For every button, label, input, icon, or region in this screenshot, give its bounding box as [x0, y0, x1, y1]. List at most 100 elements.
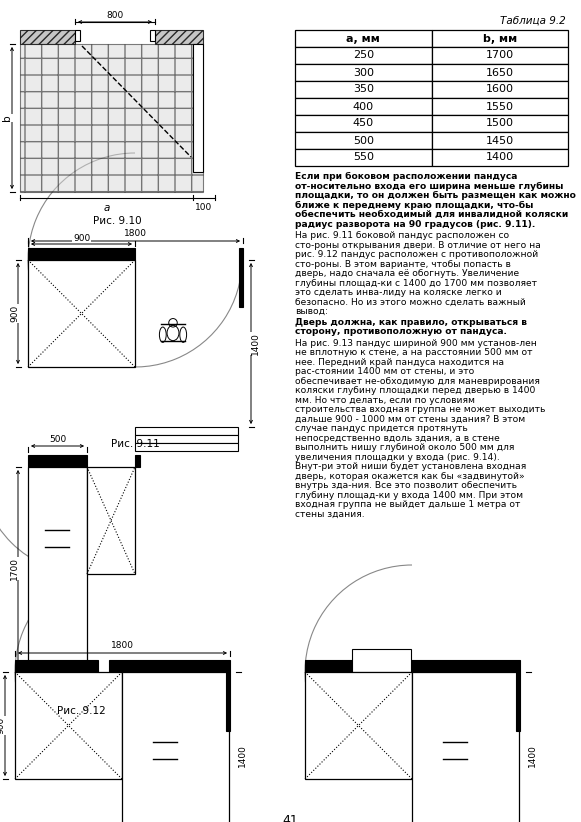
Text: входная группа не выйдет дальше 1 метра от: входная группа не выйдет дальше 1 метра … [295, 500, 521, 509]
Bar [135, 455, 140, 467]
Text: нее. Передний край пандуса находится на: нее. Передний край пандуса находится на [295, 358, 504, 367]
Bar [516, 672, 520, 731]
Text: дальше 900 - 1000 мм от стены здания? В этом: дальше 900 - 1000 мм от стены здания? В … [295, 414, 525, 423]
Bar [87, 467, 135, 574]
Bar [295, 98, 432, 115]
Text: увеличения площадки у входа (рис. 9.14).: увеличения площадки у входа (рис. 9.14). [295, 452, 500, 461]
Text: выполнить нишу глубиной около 500 мм для: выполнить нишу глубиной около 500 мм для [295, 443, 514, 452]
Text: 1800: 1800 [111, 641, 134, 650]
Text: На рис. 9.13 пандус шириной 900 мм установ-лен: На рис. 9.13 пандус шириной 900 мм устан… [295, 339, 537, 348]
Text: 1400: 1400 [528, 744, 536, 767]
Text: не вплотную к стене, а на расстоянии 500 мм от: не вплотную к стене, а на расстоянии 500… [295, 348, 533, 357]
Text: 1700: 1700 [9, 557, 19, 580]
Text: 41: 41 [282, 814, 298, 822]
Bar [135, 427, 238, 435]
Text: 550: 550 [353, 153, 374, 163]
Bar [432, 30, 568, 47]
Bar [432, 132, 568, 149]
Text: 1700: 1700 [486, 50, 514, 61]
Text: b: b [2, 115, 12, 122]
Text: строительства входная группа не может выходить: строительства входная группа не может вы… [295, 405, 546, 414]
Bar [28, 678, 87, 686]
Text: На рис. 9.11 боковой пандус расположен со: На рис. 9.11 боковой пандус расположен с… [295, 231, 509, 240]
Text: сторону, противоположную от пандуса.: сторону, противоположную от пандуса. [295, 327, 507, 336]
Text: 900: 900 [73, 234, 90, 243]
Bar [28, 248, 135, 260]
Text: глубины площад-ки с 1400 до 1700 мм позволяет: глубины площад-ки с 1400 до 1700 мм позв… [295, 279, 537, 288]
Text: 1400: 1400 [250, 332, 260, 355]
Text: Таблица 9.2: Таблица 9.2 [500, 16, 566, 26]
Text: 1650: 1650 [486, 67, 514, 77]
Bar [28, 670, 87, 678]
Bar [305, 660, 352, 672]
Bar [20, 30, 75, 44]
Text: 100: 100 [195, 203, 213, 212]
Text: площадки, то он должен быть размещен как можно: площадки, то он должен быть размещен как… [295, 191, 576, 200]
Bar [75, 30, 80, 41]
Text: коляски глубину площадки перед дверью в 1400: коляски глубину площадки перед дверью в … [295, 386, 535, 395]
Text: Внут-ри этой ниши будет установлена входная: Внут-ри этой ниши будет установлена вход… [295, 462, 526, 471]
Text: ближе к переднему краю площадки, что-бы: ближе к переднему краю площадки, что-бы [295, 201, 533, 210]
Text: дверь, надо сначала её обогнуть. Увеличение: дверь, надо сначала её обогнуть. Увеличе… [295, 269, 519, 278]
Text: глубину площад-ки у входа 1400 мм. При этом: глубину площад-ки у входа 1400 мм. При э… [295, 491, 523, 500]
Text: Рис. 9.10: Рис. 9.10 [93, 216, 142, 226]
Bar [305, 672, 412, 779]
Text: 900: 900 [0, 717, 5, 734]
Bar [20, 44, 203, 192]
Bar [295, 149, 432, 166]
Text: 900: 900 [10, 305, 20, 322]
Text: 1600: 1600 [486, 85, 514, 95]
Text: 500: 500 [49, 435, 66, 444]
Text: 1550: 1550 [486, 101, 514, 112]
Text: 350: 350 [353, 85, 374, 95]
Text: рас-стоянии 1400 мм от стены, и это: рас-стоянии 1400 мм от стены, и это [295, 367, 474, 376]
Bar [28, 467, 87, 670]
Text: от-носительно входа его ширина меньше глубины: от-носительно входа его ширина меньше гл… [295, 182, 564, 191]
Bar [135, 443, 238, 451]
Bar [352, 649, 411, 672]
Text: 1500: 1500 [486, 118, 514, 128]
Bar [295, 132, 432, 149]
Bar [432, 81, 568, 98]
Bar [295, 30, 432, 47]
Text: Рис. 9.12: Рис. 9.12 [57, 706, 106, 716]
Text: вывод:: вывод: [295, 307, 328, 316]
Text: сто-роны. В этом варианте, чтобы попасть в: сто-роны. В этом варианте, чтобы попасть… [295, 260, 511, 269]
Text: Если при боковом расположении пандуса: Если при боковом расположении пандуса [295, 172, 517, 181]
Bar [239, 248, 243, 307]
Bar [432, 47, 568, 64]
Text: мм. Но что делать, если по условиям: мм. Но что делать, если по условиям [295, 395, 475, 404]
Text: 500: 500 [353, 136, 374, 145]
Bar [295, 81, 432, 98]
Bar [432, 98, 568, 115]
Bar [109, 660, 230, 672]
Text: радиус разворота на 90 градусов (рис. 9.11).: радиус разворота на 90 градусов (рис. 9.… [295, 219, 535, 229]
Text: 1400: 1400 [486, 153, 514, 163]
Text: 300: 300 [353, 67, 374, 77]
Bar [15, 660, 98, 672]
Bar [122, 672, 229, 822]
Text: 250: 250 [353, 50, 374, 61]
Text: сто-роны открывания двери. В отличие от него на: сто-роны открывания двери. В отличие от … [295, 241, 541, 250]
Bar [295, 47, 432, 64]
Text: 800: 800 [106, 11, 124, 20]
Bar [226, 672, 230, 731]
Bar [28, 686, 87, 694]
Bar [193, 44, 203, 172]
Text: обеспечить необходимый для инвалидной коляски: обеспечить необходимый для инвалидной ко… [295, 210, 568, 219]
Bar [295, 115, 432, 132]
Text: это сделать инва-лиду на коляске легко и: это сделать инва-лиду на коляске легко и [295, 288, 502, 297]
Text: b, мм: b, мм [483, 34, 517, 44]
Text: случае пандус придется протянуть: случае пандус придется протянуть [295, 424, 468, 433]
Text: Дверь должна, как правило, открываться в: Дверь должна, как правило, открываться в [295, 317, 527, 326]
Text: 1450: 1450 [486, 136, 514, 145]
Bar [432, 64, 568, 81]
Text: 400: 400 [353, 101, 374, 112]
Text: непосредственно вдоль здания, а в стене: непосредственно вдоль здания, а в стене [295, 433, 500, 442]
Text: дверь, которая окажется как бы «задвинутой»: дверь, которая окажется как бы «задвинут… [295, 472, 525, 481]
Text: обеспечивает не-обходимую для маневрирования: обеспечивает не-обходимую для маневриров… [295, 376, 540, 386]
Text: 1800: 1800 [124, 229, 147, 238]
Bar [28, 455, 87, 467]
Text: Рис. 9.11: Рис. 9.11 [111, 439, 160, 449]
Text: 1400: 1400 [238, 744, 246, 767]
